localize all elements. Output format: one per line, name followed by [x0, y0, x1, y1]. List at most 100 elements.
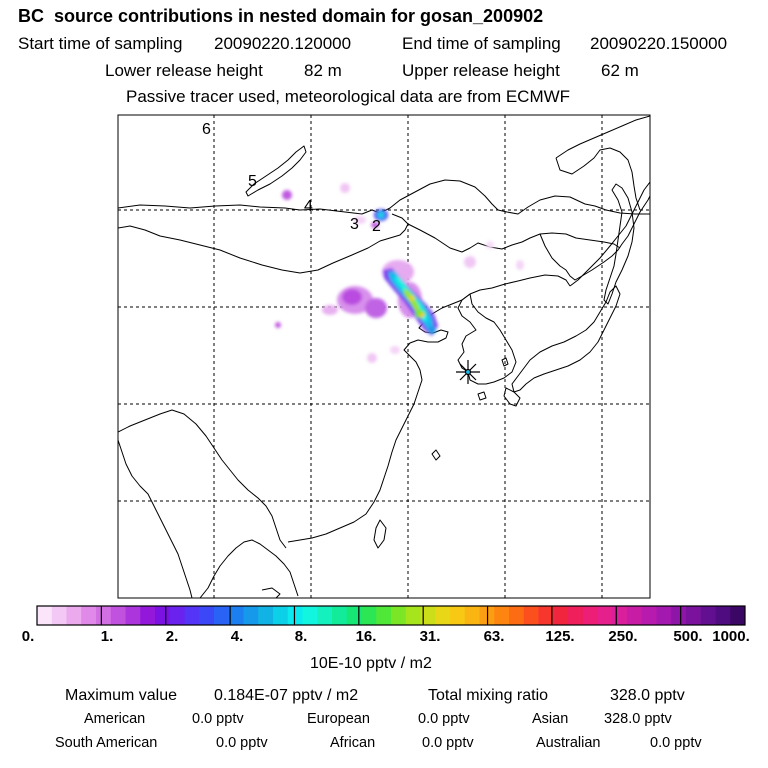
colorbar-swatch	[361, 606, 377, 625]
colorbar-swatch	[553, 606, 569, 625]
colorbar-label: 250.	[608, 628, 638, 645]
asterisk-star-icon	[456, 360, 480, 384]
colorbar-swatch	[317, 606, 333, 625]
colorbar	[37, 606, 746, 625]
colorbar-swatch	[405, 606, 421, 625]
colorbar-swatch	[214, 606, 230, 625]
colorbar-label: 63.	[483, 628, 505, 645]
colorbar-label: 0.	[21, 628, 35, 645]
colorbar-swatch	[464, 606, 480, 625]
colorbar-label: 1000.	[712, 628, 750, 645]
tracer-note: Passive tracer used, meteorological data…	[126, 87, 571, 106]
map-area	[118, 115, 650, 598]
colorbar-label: 2.	[165, 628, 179, 645]
colorbar-swatch	[302, 606, 318, 625]
total-mixing-value: 328.0 pptv	[610, 687, 685, 704]
colorbar-swatch	[287, 606, 303, 625]
colorbar-swatch	[228, 606, 244, 625]
colorbar-swatch	[199, 606, 215, 625]
max-value: 0.184E-07 pptv / m2	[214, 687, 359, 704]
colorbar-swatch	[597, 606, 613, 625]
colorbar-swatch	[125, 606, 141, 625]
colorbar-swatch	[110, 606, 126, 625]
lower-height-label: Lower release height	[105, 61, 263, 80]
total-mixing-label: Total mixing ratio	[428, 687, 549, 704]
colorbar-swatch	[51, 606, 67, 625]
map-frame	[117, 114, 651, 599]
region-name: European	[307, 711, 370, 727]
colorbar-label: 16.	[355, 628, 377, 645]
colorbar-swatch	[730, 606, 746, 625]
coastlines	[118, 115, 650, 598]
colorbar-swatch	[420, 606, 436, 625]
colorbar-swatch	[258, 606, 274, 625]
colorbar-swatch	[671, 606, 687, 625]
colorbar-swatch	[155, 606, 171, 625]
colorbar-swatch	[140, 606, 156, 625]
region-name: Australian	[536, 735, 601, 751]
upper-height-label: Upper release height	[402, 61, 560, 80]
colorbar-label: 1.	[100, 628, 114, 645]
colorbar-swatch	[376, 606, 392, 625]
colorbar-swatch	[450, 606, 466, 625]
max-value-label: Maximum value	[65, 687, 178, 704]
colorbar-swatch	[523, 606, 539, 625]
region-value: 328.0 pptv	[604, 711, 672, 727]
colorbar-swatch	[184, 606, 200, 625]
lower-height-value: 82 m	[304, 61, 342, 80]
region-value: 0.0 pptv	[650, 735, 702, 751]
colorbar-swatch	[494, 606, 510, 625]
region-value: 0.0 pptv	[422, 735, 474, 751]
colorbar-swatch	[81, 606, 97, 625]
colorbar-swatch	[715, 606, 731, 625]
concentration-plume	[275, 183, 524, 363]
colorbar-swatch	[641, 606, 657, 625]
region-name: American	[84, 711, 146, 727]
plot-title: BC source contributions in nested domain…	[18, 6, 544, 26]
colorbar-swatch	[538, 606, 554, 625]
marker-2: 2	[372, 218, 381, 235]
upper-height-value: 62 m	[601, 61, 639, 80]
colorbar-swatch	[66, 606, 82, 625]
colorbar-swatch	[273, 606, 289, 625]
colorbar-frame	[36, 605, 746, 626]
colorbar-label: 4.	[230, 628, 244, 645]
marker-3: 3	[350, 216, 359, 233]
colorbar-swatch	[435, 606, 451, 625]
colorbar-label: 31.	[419, 628, 441, 645]
marker-5: 5	[248, 173, 257, 190]
region-value: 0.0 pptv	[418, 711, 470, 727]
colorbar-swatch	[686, 606, 702, 625]
start-time-label: Start time of sampling	[18, 34, 183, 53]
colorbar-swatch	[700, 606, 716, 625]
colorbar-swatch	[332, 606, 348, 625]
colorbar-ticks	[100, 606, 682, 625]
colorbar-swatch	[391, 606, 407, 625]
end-time-label: End time of sampling	[402, 34, 561, 53]
colorbar-swatch	[509, 606, 525, 625]
colorbar-swatch	[346, 606, 362, 625]
region-value: 0.0 pptv	[192, 711, 244, 727]
colorbar-swatch	[169, 606, 185, 625]
colorbar-swatch	[37, 606, 53, 625]
colorbar-swatch	[627, 606, 643, 625]
colorbar-swatch	[243, 606, 259, 625]
colorbar-label: 125.	[545, 628, 575, 645]
region-name: Asian	[532, 711, 569, 727]
marker-6: 6	[202, 121, 211, 138]
colorbar-swatch	[656, 606, 672, 625]
start-time-value: 20090220.120000	[214, 34, 352, 53]
region-name: African	[330, 735, 376, 751]
region-name: South American	[55, 735, 158, 751]
colorbar-unit: 10E-10 pptv / m2	[310, 655, 432, 672]
end-time-value: 20090220.150000	[590, 34, 728, 53]
colorbar-swatch	[96, 606, 112, 625]
region-value: 0.0 pptv	[216, 735, 268, 751]
colorbar-swatch	[612, 606, 628, 625]
colorbar-label: 8.	[294, 628, 308, 645]
marker-4: 4	[304, 198, 313, 215]
colorbar-swatch	[568, 606, 584, 625]
colorbar-label: 500.	[673, 628, 703, 645]
colorbar-swatch	[582, 606, 598, 625]
